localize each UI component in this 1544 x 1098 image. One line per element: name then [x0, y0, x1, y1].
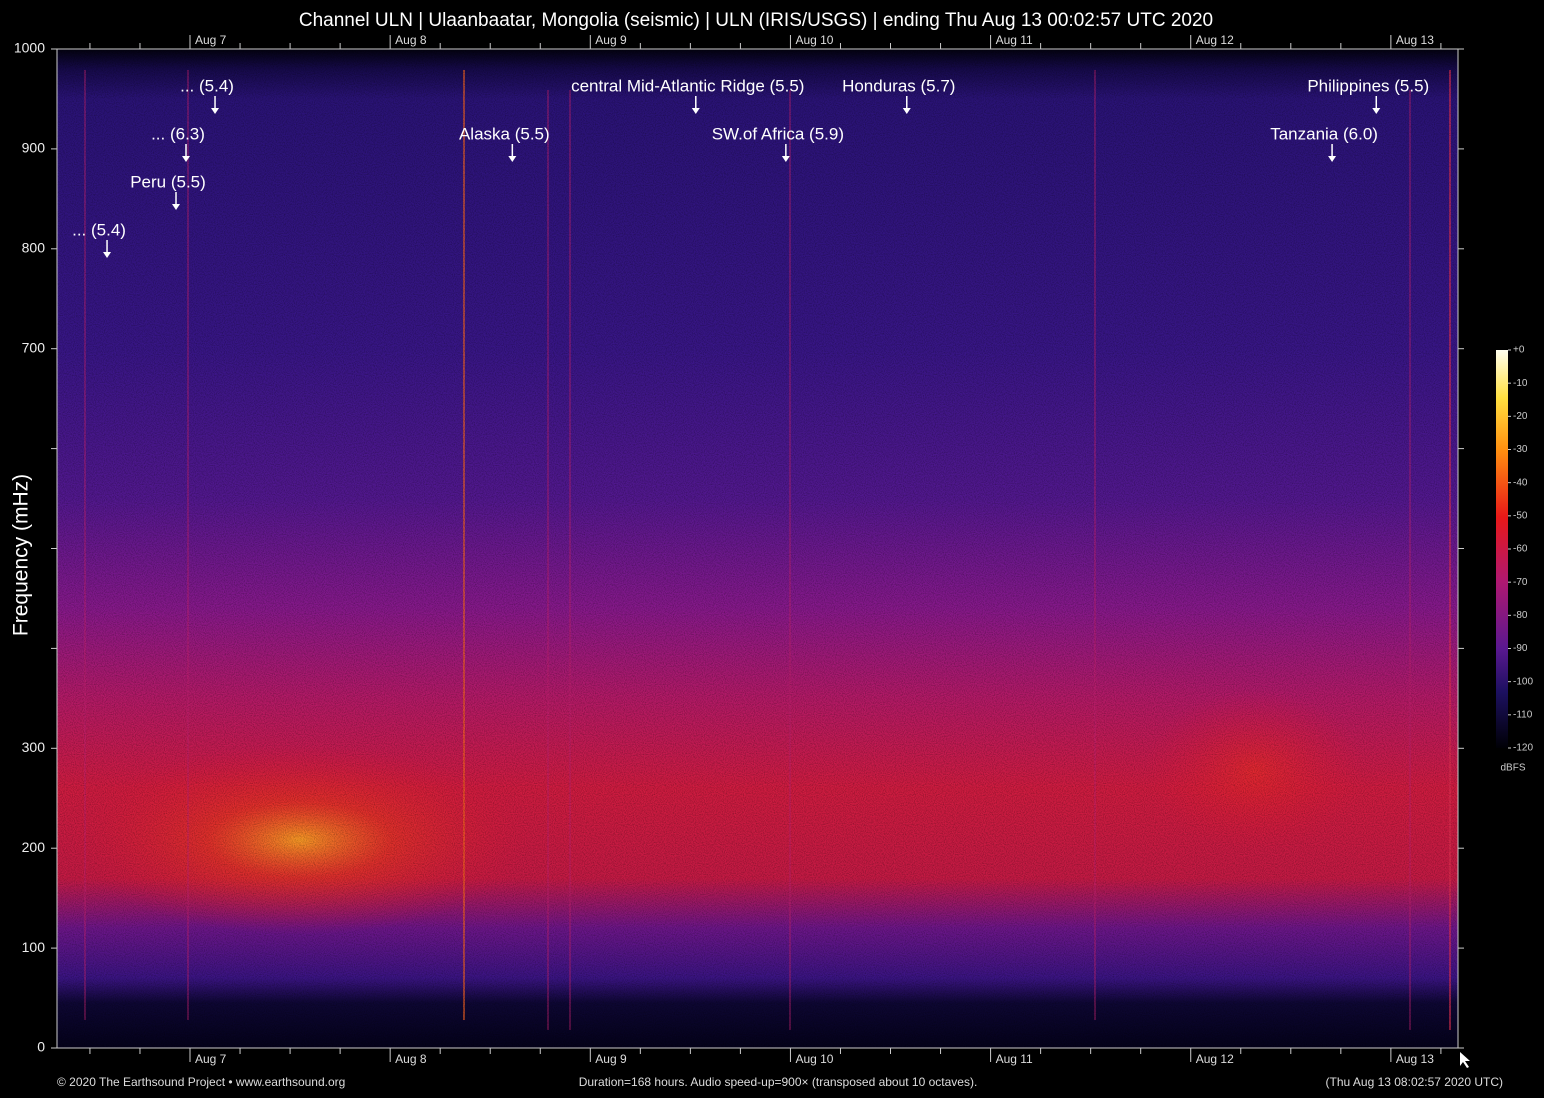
- x-tick-label-top: Aug 11: [996, 33, 1033, 47]
- annotation-label: central Mid-Atlantic Ridge (5.5): [571, 76, 804, 95]
- colorbar-tick-label: -120: [1513, 743, 1533, 754]
- y-tick-label: 700: [22, 339, 46, 355]
- annotation-arrowhead: [103, 252, 112, 258]
- spectrogram: [57, 49, 1458, 1048]
- annotation-label: ... (6.3): [151, 124, 205, 143]
- annotation-label: ... (5.4): [180, 76, 234, 95]
- chart-title: Channel ULN | Ulaanbaatar, Mongolia (sei…: [299, 10, 1213, 31]
- colorbar-tick-label: -60: [1513, 544, 1528, 555]
- footer-right: (Thu Aug 13 08:02:57 2020 UTC): [1326, 1075, 1503, 1089]
- x-tick-label-top: Aug 10: [795, 33, 833, 47]
- colorbar-tick-label: -40: [1513, 477, 1528, 488]
- y-tick-label: 300: [22, 739, 46, 755]
- y-tick-label: 100: [22, 939, 46, 955]
- x-tick-label: Aug 9: [595, 1052, 627, 1066]
- annotation-label: Philippines (5.5): [1307, 76, 1429, 95]
- cursor: [1460, 1052, 1470, 1068]
- annotation-arrowhead: [691, 108, 700, 114]
- footer-left: © 2020 The Earthsound Project • www.eart…: [57, 1075, 345, 1089]
- x-tick-label: Aug 11: [996, 1052, 1033, 1066]
- annotation-arrowhead: [182, 156, 191, 162]
- colorbar-tick-label: -10: [1513, 378, 1528, 389]
- x-tick-label: Aug 12: [1196, 1052, 1234, 1066]
- annotation-label: Alaska (5.5): [459, 124, 550, 143]
- colorbar-tick-label: -80: [1513, 610, 1528, 621]
- colorbar-tick-label: -90: [1513, 643, 1528, 654]
- annotation-arrowhead: [781, 156, 790, 162]
- annotation-label: Tanzania (6.0): [1270, 124, 1378, 143]
- x-tick-label-top: Aug 12: [1196, 33, 1234, 47]
- x-tick-label: Aug 10: [795, 1052, 833, 1066]
- x-tick-label-top: Aug 9: [595, 33, 627, 47]
- annotation-arrowhead: [508, 156, 517, 162]
- colorbar-tick-label: -100: [1513, 676, 1533, 687]
- x-tick-label: Aug 8: [395, 1052, 427, 1066]
- x-tick-label-top: Aug 13: [1396, 33, 1434, 47]
- colorbar-tick-label: -50: [1513, 510, 1528, 521]
- y-tick-label: 900: [22, 140, 46, 156]
- annotation-arrowhead: [172, 204, 181, 210]
- colorbar-tick-label: -30: [1513, 444, 1528, 455]
- annotation-label: Honduras (5.7): [842, 76, 955, 95]
- y-tick-label: 1000: [14, 40, 45, 56]
- colorbar-tick-label: -70: [1513, 577, 1528, 588]
- y-tick-label: 200: [22, 839, 46, 855]
- y-axis-label: Frequency (mHz): [10, 474, 33, 636]
- x-tick-label-top: Aug 8: [395, 33, 427, 47]
- annotation-arrowhead: [902, 108, 911, 114]
- annotation-arrowhead: [1328, 156, 1337, 162]
- footer-center: Duration=168 hours. Audio speed-up=900× …: [579, 1075, 978, 1089]
- noise: [57, 49, 1458, 1048]
- x-tick-label: Aug 13: [1396, 1052, 1434, 1066]
- annotation-label: ... (5.4): [72, 220, 126, 239]
- annotation-arrowhead: [211, 108, 220, 114]
- x-tick-label-top: Aug 7: [195, 33, 227, 47]
- y-tick-label: 800: [22, 240, 46, 256]
- y-tick-label: 0: [37, 1039, 45, 1055]
- annotation-label: Peru (5.5): [130, 172, 206, 191]
- colorbar-tick-label: -110: [1513, 709, 1533, 720]
- colorbar-tick-label: -20: [1513, 411, 1528, 422]
- x-tick-label: Aug 7: [195, 1052, 227, 1066]
- annotation-label: SW.of Africa (5.9): [712, 124, 844, 143]
- annotation-arrowhead: [1372, 108, 1381, 114]
- colorbar-label: dBFS: [1500, 763, 1525, 774]
- colorbar-tick-label: +0: [1513, 345, 1525, 356]
- colorbar: [1496, 350, 1508, 748]
